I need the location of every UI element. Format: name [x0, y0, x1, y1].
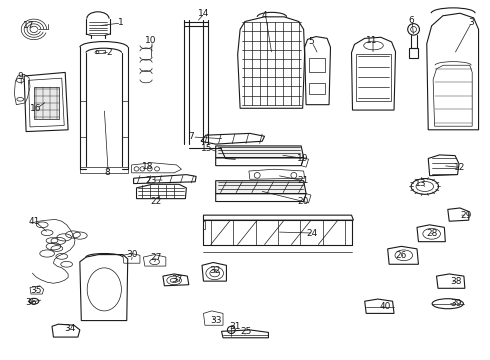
Text: 24: 24 [307, 229, 318, 238]
Bar [96, 50, 105, 53]
Text: 19: 19 [297, 154, 308, 163]
Text: 26: 26 [395, 251, 407, 260]
Text: 31: 31 [229, 322, 241, 331]
Text: 8: 8 [104, 168, 110, 177]
Text: 9: 9 [17, 72, 23, 81]
Text: 7: 7 [188, 132, 194, 141]
Text: 2: 2 [106, 48, 112, 57]
Text: 27: 27 [150, 253, 162, 262]
Text: 17: 17 [24, 21, 35, 30]
Bar [310, 58, 325, 72]
Text: 38: 38 [450, 276, 462, 285]
Text: 16: 16 [30, 104, 42, 113]
Bar [34, 87, 59, 119]
Text: 15: 15 [201, 144, 213, 153]
Text: 36: 36 [25, 298, 37, 307]
Bar [356, 54, 391, 101]
Text: 11: 11 [367, 36, 378, 45]
Text: 23: 23 [146, 176, 157, 185]
Text: 1: 1 [118, 18, 123, 27]
Text: 10: 10 [146, 36, 157, 45]
Bar [409, 48, 418, 58]
Text: 13: 13 [415, 179, 427, 188]
Text: 29: 29 [460, 211, 471, 220]
Text: 22: 22 [150, 197, 162, 206]
Text: 25: 25 [240, 327, 252, 336]
Text: 41: 41 [28, 217, 40, 226]
Text: 28: 28 [426, 229, 438, 238]
Polygon shape [216, 146, 304, 158]
Text: 12: 12 [454, 163, 466, 172]
Text: 14: 14 [198, 9, 209, 18]
Text: 6: 6 [408, 16, 414, 25]
Text: 32: 32 [209, 266, 220, 275]
Text: 33: 33 [210, 316, 221, 325]
Text: 40: 40 [380, 302, 392, 311]
Text: 20: 20 [297, 197, 308, 206]
Text: 3: 3 [468, 18, 474, 27]
Text: 39: 39 [450, 299, 462, 308]
Polygon shape [216, 181, 306, 194]
Text: 18: 18 [142, 162, 153, 171]
Bar [310, 83, 325, 94]
Text: 37: 37 [171, 275, 182, 284]
Text: 21: 21 [297, 176, 308, 185]
Text: 5: 5 [308, 37, 314, 46]
Text: 4: 4 [262, 10, 268, 19]
Text: 34: 34 [64, 324, 76, 333]
Text: 35: 35 [30, 286, 42, 295]
Text: 30: 30 [126, 250, 137, 259]
